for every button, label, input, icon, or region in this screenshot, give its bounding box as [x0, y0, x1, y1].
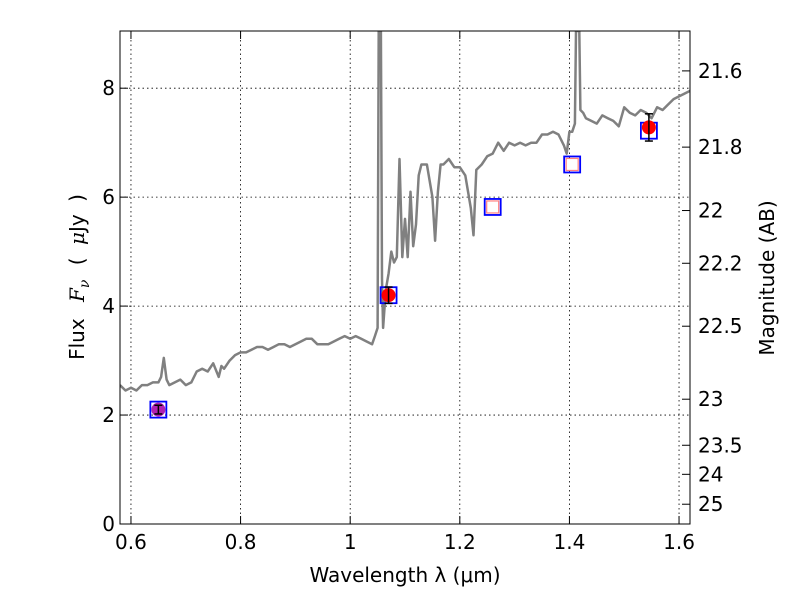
y2-tick-label: 22 — [698, 199, 723, 223]
y2-tick-label: 22.2 — [698, 251, 743, 275]
y-axis-label-unit: Jy — [65, 214, 89, 234]
plot-frame — [119, 30, 691, 525]
photometry-series — [149, 113, 658, 419]
y2-tick-label: 22.5 — [698, 314, 743, 338]
y-tick-label: 4 — [102, 294, 115, 318]
open-point-marker — [486, 200, 500, 214]
x-tick-label: 0.8 — [225, 530, 257, 554]
spectrum-series — [120, 31, 690, 392]
x-tick-label: 1 — [344, 530, 357, 554]
grid — [120, 31, 690, 525]
y2-tick-label: 21.8 — [698, 135, 743, 159]
y-axis-label-close-paren: ) — [65, 194, 89, 202]
model-box-marker — [149, 400, 168, 419]
y-axis-label-mu: μ — [65, 232, 89, 245]
tick-labels: 0.6 0.8 1 1.2 1.4 1.60246821.621.82222.222.52… — [102, 59, 742, 554]
y-tick-label: 0 — [102, 512, 115, 536]
y2-axis-label: Magnitude (AB) — [755, 200, 779, 355]
y2-tick-label: 24 — [698, 462, 723, 486]
open-point-marker — [565, 157, 579, 172]
x-tick-label: 1.6 — [663, 530, 695, 554]
y-axis-label-subscript: ν — [77, 279, 93, 288]
y-axis-label-flux: Flux — [65, 318, 89, 360]
y-axis-label: Flux Fν ( μJy ) — [65, 194, 94, 360]
axis-ticks — [120, 31, 690, 525]
y2-tick-label: 25 — [698, 492, 723, 516]
y2-tick-label: 21.6 — [698, 59, 743, 83]
y-tick-label: 8 — [102, 76, 115, 100]
x-axis-label: Wavelength λ (μm) — [309, 563, 500, 587]
spectrum-line — [120, 31, 690, 392]
y-tick-label: 6 — [102, 185, 115, 209]
x-tick-label: 1.2 — [444, 530, 476, 554]
y2-tick-label: 23 — [698, 387, 723, 411]
y-axis-label-open-paren: ( — [65, 257, 89, 265]
x-tick-label: 1.4 — [554, 530, 586, 554]
model-box-marker — [563, 155, 582, 174]
y2-tick-label: 23.5 — [698, 433, 743, 457]
model-box-marker — [483, 198, 502, 216]
y-tick-label: 2 — [102, 403, 115, 427]
y-axis-label-symbol: F — [65, 287, 89, 303]
x-tick-label: 0.6 — [115, 530, 147, 554]
